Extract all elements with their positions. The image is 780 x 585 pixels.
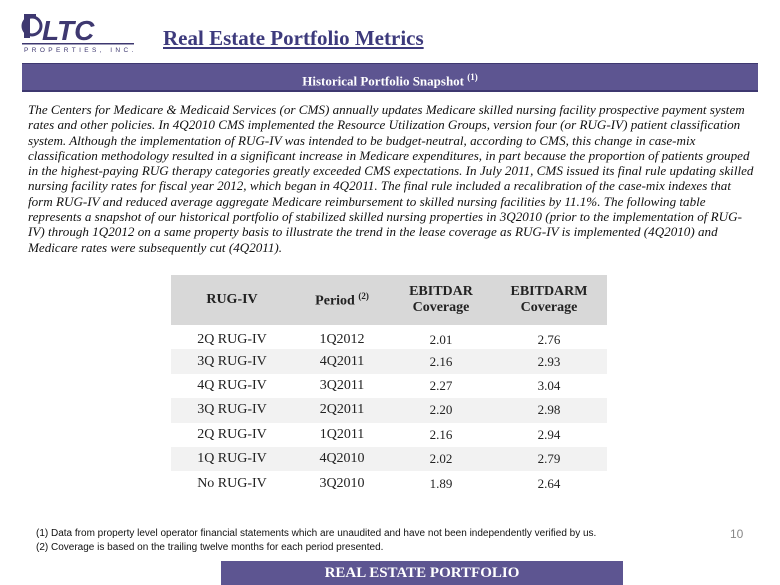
cell-rug: 1Q RUG-IV — [197, 451, 267, 467]
cell-ebitdar: 2.20 — [429, 402, 453, 418]
cell-ebitdarm: 2.94 — [537, 426, 561, 442]
table-row: 2Q RUG-IV 1Q2012 2.01 2.76 — [171, 325, 607, 349]
cell-period: 4Q2010 — [319, 451, 365, 467]
cell-period: 2Q2011 — [319, 402, 365, 418]
cell-ebitdar: 2.16 — [429, 426, 453, 442]
footnote-2: (2) Coverage is based on the trailing tw… — [36, 542, 384, 553]
table-row: 2Q RUG-IV 1Q2011 2.16 2.94 — [171, 423, 607, 447]
header-ebitdar: EBITDAR Coverage — [409, 284, 473, 315]
footnote-1: (1) Data from property level operator fi… — [36, 528, 597, 539]
cell-rug: 3Q RUG-IV — [197, 402, 267, 418]
cell-ebitdarm: 2.64 — [537, 475, 561, 491]
ltc-logo: LTC PROPERTIES, INC. — [21, 14, 137, 54]
cell-ebitdarm: 2.98 — [537, 402, 561, 418]
page-number: 10 — [730, 527, 744, 541]
table-header-row: RUG-IV Period (2) EBITDAR Coverage EBITDA… — [171, 275, 607, 325]
banner-text: Historical Portfolio Snapshot — [302, 73, 465, 89]
section-banner: Historical Portfolio Snapshot (1) — [22, 63, 758, 92]
cell-ebitdar: 2.27 — [429, 377, 453, 393]
header-rug: RUG-IV — [206, 292, 258, 307]
cell-ebitdarm: 2.93 — [537, 353, 561, 369]
cell-rug: 4Q RUG-IV — [197, 377, 267, 393]
cell-ebitdarm: 2.76 — [537, 332, 561, 348]
intro-paragraph: The Centers for Medicare & Medicaid Serv… — [28, 102, 754, 255]
footnotes: (1) Data from property level operator fi… — [36, 527, 596, 555]
header-ebitdarm: EBITDARM Coverage — [510, 284, 588, 315]
cell-ebitdarm: 3.04 — [537, 377, 561, 393]
table-row: 3Q RUG-IV 2Q2011 2.20 2.98 — [171, 398, 607, 423]
logo-subtext: PROPERTIES, INC. — [24, 47, 137, 54]
coverage-table: RUG-IV Period (2) EBITDAR Coverage EBITDA… — [171, 275, 607, 496]
cell-ebitdar: 2.01 — [429, 332, 453, 348]
table-row: No RUG-IV 3Q2010 1.89 2.64 — [171, 471, 607, 495]
cell-period: 3Q2010 — [319, 475, 365, 491]
table-row: 1Q RUG-IV 4Q2010 2.02 2.79 — [171, 446, 607, 472]
page-title: Real Estate Portfolio Metrics — [163, 26, 424, 50]
banner-footnote-ref: (1) — [467, 72, 478, 82]
cell-period: 1Q2012 — [319, 332, 365, 348]
cell-ebitdar: 2.16 — [429, 353, 453, 369]
cell-rug: 3Q RUG-IV — [197, 353, 267, 369]
cell-period: 1Q2011 — [319, 426, 365, 442]
header-period: Period (2) — [315, 290, 369, 309]
table-row: 4Q RUG-IV 3Q2011 2.27 3.04 — [171, 374, 607, 398]
footer-bar: REAL ESTATE PORTFOLIO — [221, 561, 623, 585]
logo-wordmark: LTC — [42, 15, 95, 46]
cell-rug: No RUG-IV — [197, 475, 267, 491]
cell-rug: 2Q RUG-IV — [197, 332, 267, 348]
cell-rug: 2Q RUG-IV — [197, 426, 267, 442]
cell-period: 3Q2011 — [319, 377, 365, 393]
cell-ebitdar: 1.89 — [429, 475, 453, 491]
cell-ebitdar: 2.02 — [429, 451, 453, 467]
table-row: 3Q RUG-IV 4Q2011 2.16 2.93 — [171, 349, 607, 374]
cell-period: 4Q2011 — [319, 353, 365, 369]
cell-ebitdarm: 2.79 — [537, 451, 561, 467]
